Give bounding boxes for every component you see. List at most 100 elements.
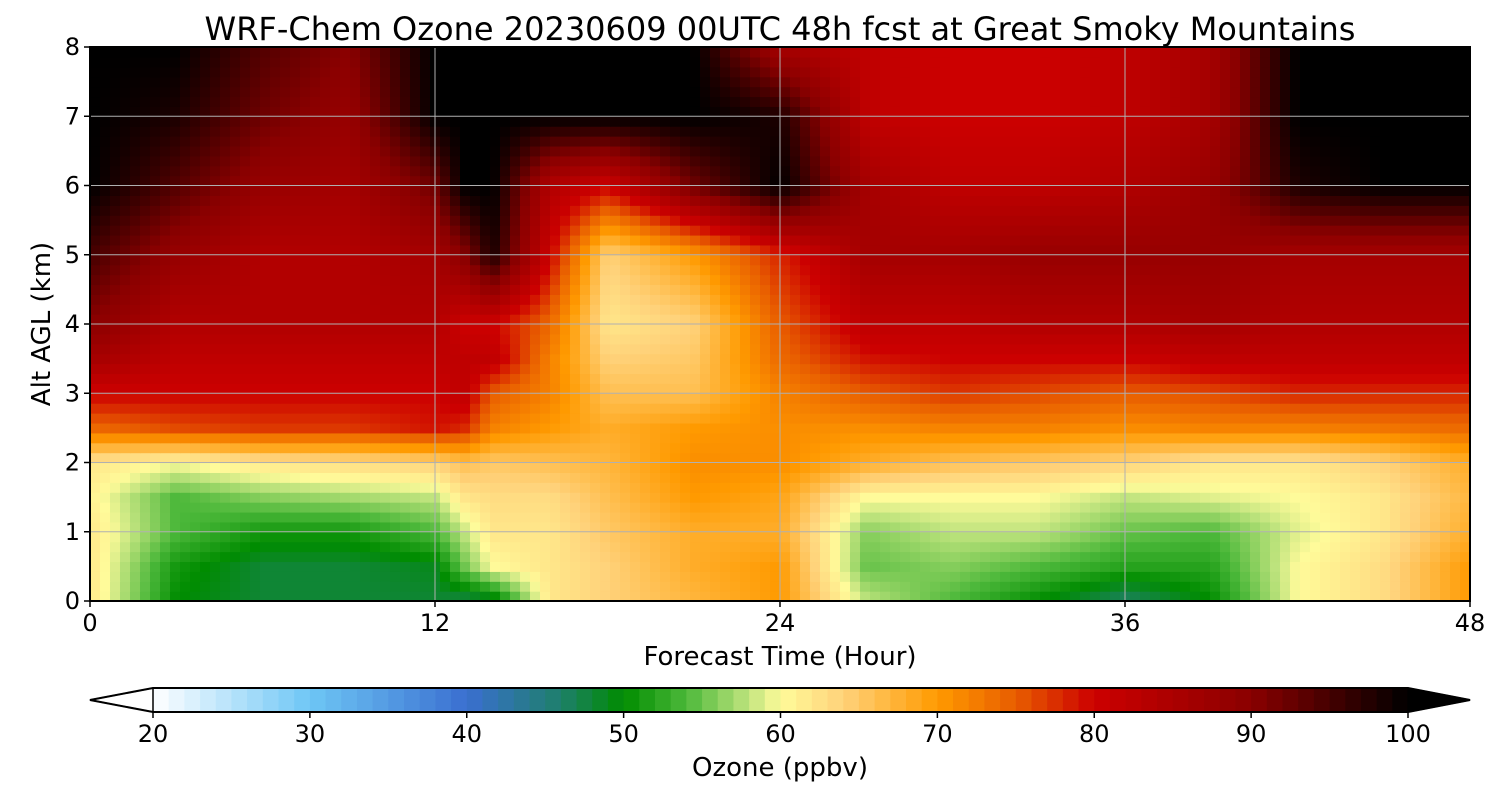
heatmap-cell xyxy=(530,413,541,424)
heatmap-cell xyxy=(1300,511,1311,523)
heatmap-cell xyxy=(360,274,371,286)
heatmap-cell xyxy=(1070,373,1081,384)
heatmap-cell xyxy=(650,254,661,266)
heatmap-cell xyxy=(440,264,451,276)
heatmap-cell xyxy=(1080,442,1091,454)
heatmap-cell xyxy=(1110,541,1121,553)
heatmap-cell xyxy=(850,511,861,523)
heatmap-cell xyxy=(1190,393,1201,404)
heatmap-cell xyxy=(730,442,741,454)
heatmap-cell xyxy=(120,254,131,266)
heatmap-cell xyxy=(200,413,211,424)
heatmap-cell xyxy=(1420,284,1431,295)
heatmap-cell xyxy=(830,581,841,592)
heatmap-cell xyxy=(1040,482,1051,493)
heatmap-cell xyxy=(260,234,271,246)
heatmap-cell xyxy=(910,551,921,563)
heatmap-cell xyxy=(1370,314,1381,325)
heatmap-cell xyxy=(1100,551,1111,563)
heatmap-cell xyxy=(850,264,861,276)
heatmap-cell xyxy=(470,551,481,563)
heatmap-cell xyxy=(1320,343,1331,355)
heatmap-cell xyxy=(720,244,731,256)
heatmap-cell xyxy=(1280,511,1291,523)
heatmap-cell xyxy=(540,244,551,256)
heatmap-cell xyxy=(310,403,321,414)
heatmap-cell xyxy=(190,551,201,563)
heatmap-cell xyxy=(610,432,621,444)
heatmap-cell xyxy=(230,492,241,503)
heatmap-cell xyxy=(1100,353,1111,365)
heatmap-cell xyxy=(280,244,291,256)
heatmap-cell xyxy=(590,452,601,464)
heatmap-cell xyxy=(1050,492,1061,503)
heatmap-cell xyxy=(770,531,781,543)
heatmap-cell xyxy=(560,581,571,592)
heatmap-cell xyxy=(560,452,571,464)
heatmap-cell xyxy=(990,324,1001,335)
heatmap-cell xyxy=(920,373,931,384)
heatmap-cell xyxy=(140,393,151,404)
heatmap-cell xyxy=(1250,452,1261,464)
heatmap-cell xyxy=(1280,571,1291,582)
heatmap-cell xyxy=(640,314,651,325)
heatmap-cell xyxy=(1260,383,1271,394)
heatmap-cell xyxy=(140,462,151,473)
heatmap-cell xyxy=(1000,462,1011,473)
heatmap-cell xyxy=(1460,413,1471,424)
heatmap-cell xyxy=(900,541,911,553)
heatmap-cell xyxy=(200,244,211,256)
heatmap-cell xyxy=(540,492,551,503)
heatmap-cell xyxy=(1240,422,1251,434)
heatmap-cell xyxy=(240,511,251,523)
heatmap-cell xyxy=(560,492,571,503)
heatmap-cell xyxy=(1280,422,1291,434)
heatmap-cell xyxy=(550,571,561,582)
heatmap-cell xyxy=(640,551,651,563)
heatmap-cell xyxy=(1460,581,1471,592)
heatmap-cell xyxy=(1370,422,1381,434)
heatmap-cell xyxy=(270,244,281,256)
heatmap-cell xyxy=(400,413,411,424)
heatmap-cell xyxy=(380,333,391,345)
heatmap-cell xyxy=(710,383,721,394)
heatmap-cell xyxy=(600,383,611,394)
heatmap-cell xyxy=(920,591,931,602)
heatmap-cell xyxy=(1160,294,1171,305)
heatmap-cell xyxy=(500,571,511,582)
heatmap-cell xyxy=(290,442,301,454)
heatmap-cell xyxy=(850,373,861,384)
heatmap-cell xyxy=(660,511,671,523)
heatmap-cell xyxy=(590,383,601,394)
heatmap-cell xyxy=(1000,363,1011,375)
heatmap-cell xyxy=(170,511,181,523)
heatmap-cell xyxy=(980,561,991,572)
heatmap-cell xyxy=(510,511,521,523)
heatmap-cell xyxy=(1100,531,1111,543)
heatmap-cell xyxy=(270,254,281,266)
heatmap-cell xyxy=(1100,511,1111,523)
heatmap-cell xyxy=(420,531,431,543)
heatmap-cell xyxy=(650,324,661,335)
heatmap-cell xyxy=(1140,373,1151,384)
heatmap-cell xyxy=(990,561,1001,572)
heatmap-cell xyxy=(750,591,761,602)
heatmap-cell xyxy=(1350,422,1361,434)
heatmap-cell xyxy=(320,333,331,345)
heatmap-cell xyxy=(1130,591,1141,602)
heatmap-cell xyxy=(1180,363,1191,375)
heatmap-cell xyxy=(730,304,741,315)
heatmap-cell xyxy=(910,511,921,523)
heatmap-cell xyxy=(1200,492,1211,503)
heatmap-cell xyxy=(240,254,251,266)
heatmap-cell xyxy=(1180,244,1191,256)
heatmap-cell xyxy=(1210,551,1221,563)
heatmap-cell xyxy=(890,531,901,543)
heatmap-cell xyxy=(340,472,351,483)
heatmap-cell xyxy=(320,422,331,434)
heatmap-cell xyxy=(560,462,571,473)
heatmap-cell xyxy=(1180,324,1191,335)
heatmap-cell xyxy=(540,353,551,365)
heatmap-cell xyxy=(1400,482,1411,493)
heatmap-cell xyxy=(480,274,491,286)
